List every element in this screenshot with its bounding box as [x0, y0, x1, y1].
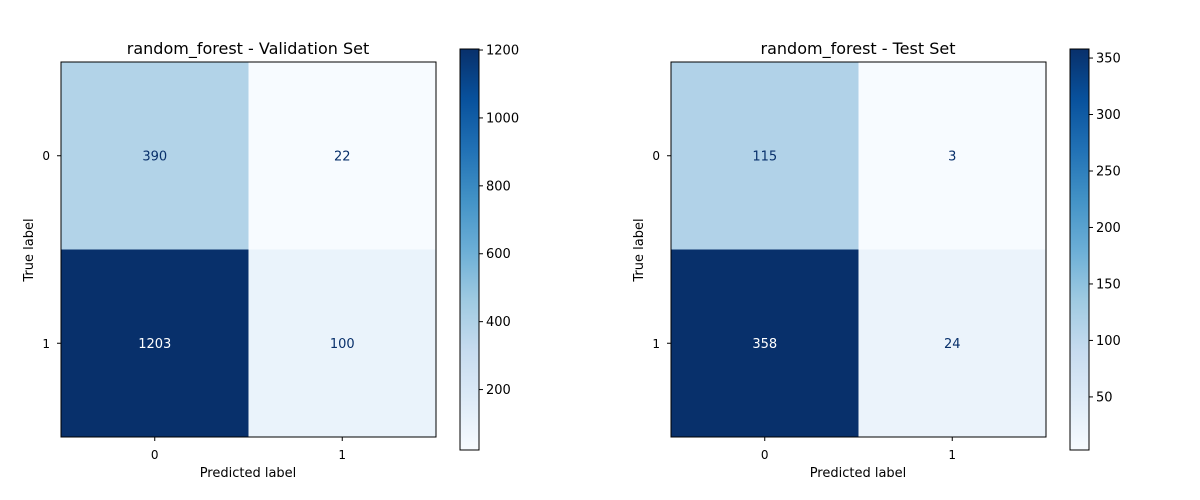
- validation-colorbar-tick-label: 800: [486, 179, 511, 194]
- validation-confusion-matrix: random_forest - Validation Set 390 22 1203…: [22, 39, 437, 481]
- validation-x-ticks: 0 1: [151, 437, 346, 462]
- test-colorbar-tick-label: 50: [1096, 390, 1113, 405]
- validation-cell-value: 22: [334, 149, 351, 164]
- test-cell-value: 24: [944, 337, 961, 352]
- test-colorbar-tick-label: 150: [1096, 277, 1121, 292]
- validation-cell-value: 390: [142, 149, 167, 164]
- test-colorbar-gradient: [1069, 48, 1090, 451]
- validation-colorbar-tick-label: 400: [486, 315, 511, 330]
- validation-x-tick-label: 0: [151, 448, 159, 462]
- validation-colorbar-tick-label: 600: [486, 247, 511, 262]
- test-matrix-cell: [671, 249, 859, 438]
- validation-x-axis-label: Predicted label: [200, 466, 297, 481]
- validation-colorbar-tick-label: 1000: [486, 111, 519, 126]
- validation-y-tick-label: 1: [42, 337, 50, 351]
- test-colorbar-tick-label: 200: [1096, 221, 1121, 236]
- validation-title: random_forest - Validation Set: [127, 39, 369, 59]
- test-cells: 115 3 358 24: [671, 62, 1047, 438]
- validation-colorbar-gradient: [459, 48, 480, 451]
- validation-plot-frame: [60, 61, 437, 438]
- test-colorbar-tick-label: 250: [1096, 164, 1121, 179]
- validation-y-ticks: 0 1: [42, 149, 61, 351]
- validation-colorbar: 200 400 600 800 1000 1200: [459, 44, 519, 451]
- validation-colorbar-tick-label: 1200: [486, 44, 519, 59]
- validation-matrix-cell: [61, 249, 249, 438]
- validation-cell-value: 1203: [138, 337, 171, 352]
- test-colorbar-ticks: 50 100 150 200 250 300 350: [1089, 52, 1121, 405]
- test-matrix-cell: [858, 249, 1047, 438]
- test-cell-value: 358: [752, 337, 777, 352]
- test-x-tick-label: 0: [761, 448, 769, 462]
- test-confusion-matrix: random_forest - Test Set 115 3 358 24 0 1 0…: [632, 39, 1047, 481]
- validation-matrix-cell: [248, 249, 437, 438]
- test-y-axis-label: True label: [632, 218, 647, 282]
- test-title: random_forest - Test Set: [761, 39, 956, 59]
- test-colorbar: 50 100 150 200 250 300 350: [1069, 48, 1121, 451]
- test-colorbar-tick-label: 100: [1096, 334, 1121, 349]
- validation-matrix-cell: [61, 62, 249, 250]
- validation-colorbar-tick-label: 200: [486, 383, 511, 398]
- test-y-tick-label: 0: [652, 149, 660, 163]
- test-cell-value: 115: [752, 149, 777, 164]
- test-matrix-cell: [858, 62, 1047, 250]
- test-colorbar-tick-label: 300: [1096, 108, 1121, 123]
- validation-y-tick-label: 0: [42, 149, 50, 163]
- validation-cells: 390 22 1203 100: [61, 62, 437, 438]
- validation-x-tick-label: 1: [338, 448, 346, 462]
- validation-cell-value: 100: [330, 337, 355, 352]
- test-cell-value: 3: [948, 149, 956, 164]
- test-x-axis-label: Predicted label: [810, 466, 907, 481]
- validation-matrix-cell: [248, 62, 437, 250]
- test-y-tick-label: 1: [652, 337, 660, 351]
- test-colorbar-tick-label: 350: [1096, 52, 1121, 67]
- test-x-tick-label: 1: [948, 448, 956, 462]
- test-y-ticks: 0 1: [652, 149, 671, 351]
- validation-colorbar-ticks: 200 400 600 800 1000 1200: [479, 44, 519, 398]
- validation-y-axis-label: True label: [22, 218, 37, 282]
- test-x-ticks: 0 1: [761, 437, 956, 462]
- test-plot-frame: [670, 61, 1047, 438]
- test-matrix-cell: [671, 62, 859, 250]
